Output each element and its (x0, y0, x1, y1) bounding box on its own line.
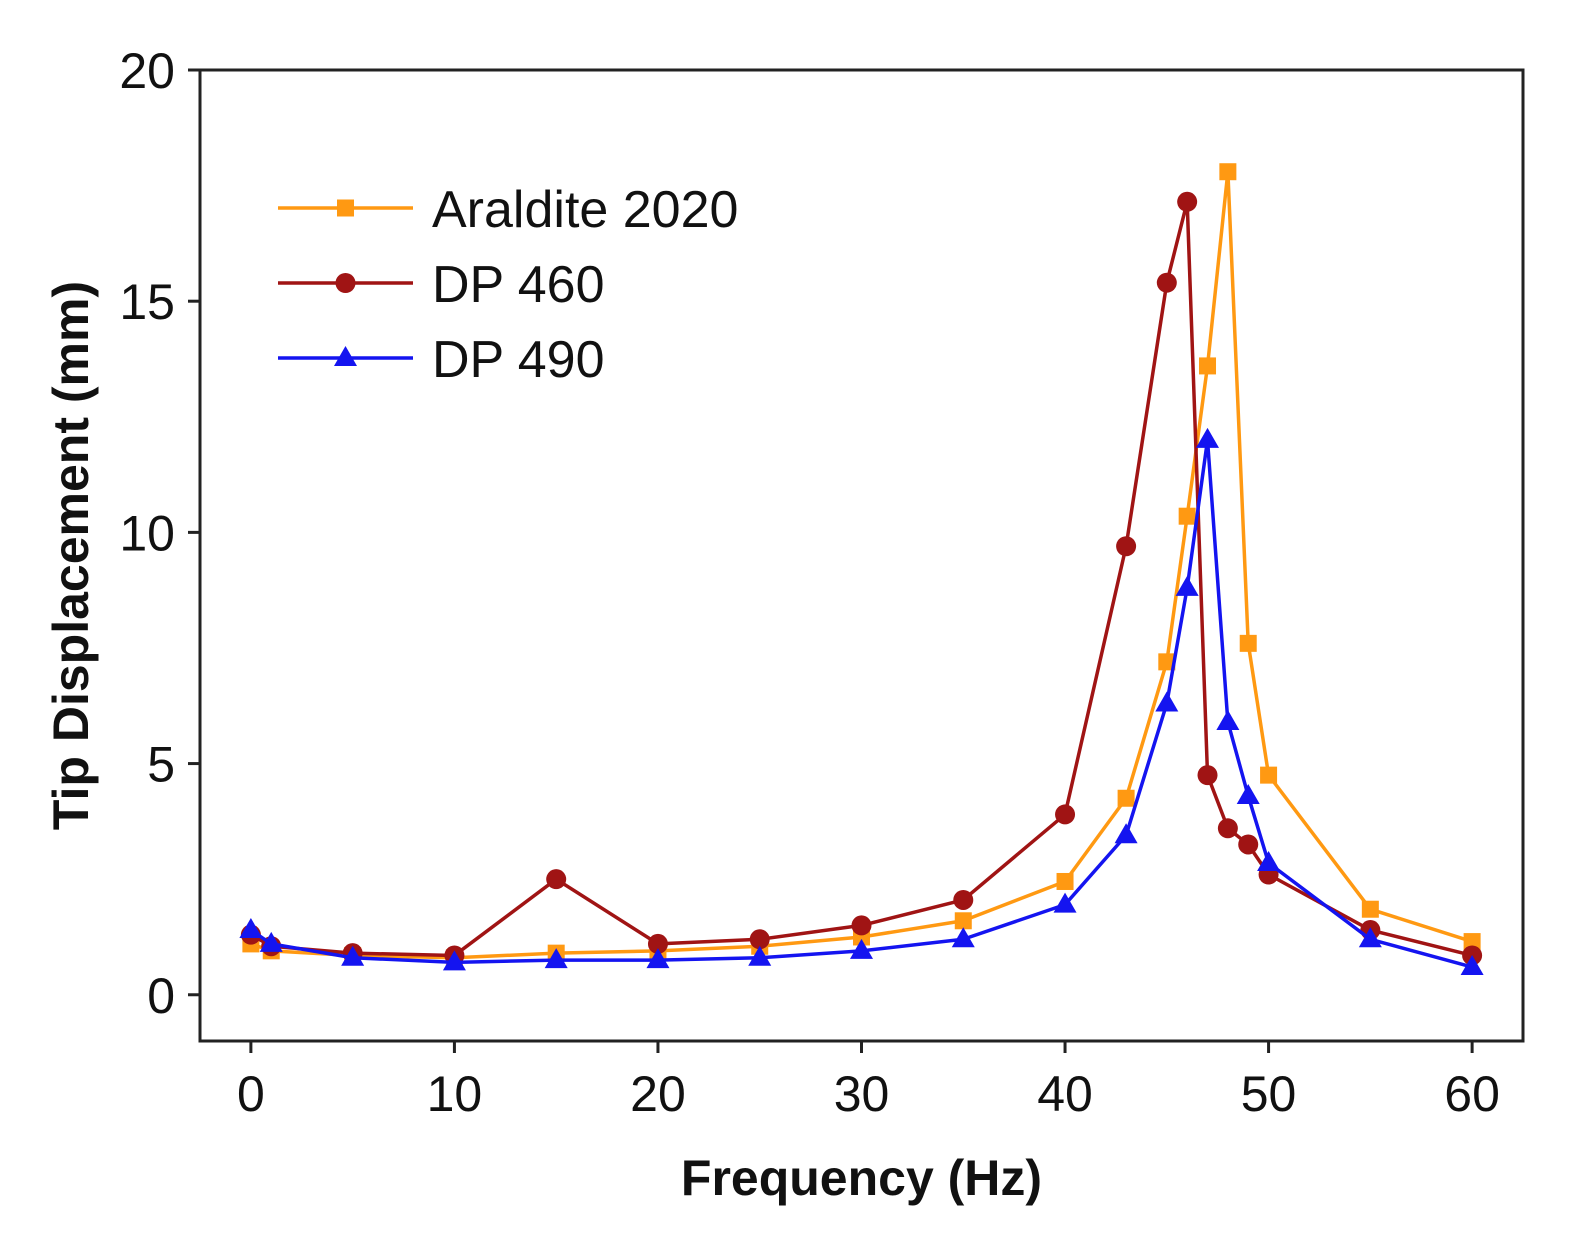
data-point (1155, 691, 1179, 712)
x-tick-label: 20 (630, 1066, 686, 1122)
x-tick-label: 0 (237, 1066, 265, 1122)
legend-item: Araldite 2020 (278, 181, 738, 239)
data-point (1177, 191, 1198, 212)
plot-frame (198, 68, 1525, 1043)
data-point (1158, 653, 1176, 671)
data-point (544, 948, 568, 969)
data-point (1238, 834, 1259, 855)
series-araldite-2020 (242, 163, 1481, 967)
series-dp-460 (240, 191, 1483, 966)
data-point (1117, 789, 1135, 807)
data-point (1361, 900, 1379, 918)
data-point (341, 945, 365, 966)
data-point (239, 918, 263, 939)
y-tick-label: 20 (119, 43, 175, 99)
data-point (1156, 272, 1177, 293)
data-point (748, 945, 772, 966)
data-point (954, 912, 972, 930)
data-point (1056, 872, 1074, 890)
x-tick-label: 60 (1444, 1066, 1500, 1122)
data-point (1236, 783, 1260, 804)
data-point (1114, 823, 1138, 844)
data-point (647, 933, 668, 954)
data-point (1055, 804, 1076, 825)
axis-ticks: 0 10 20 30 40 50 60 0 5 10 15 20 (119, 43, 1500, 1122)
legend: Araldite 2020 DP 460 DP 490 (278, 181, 738, 389)
legend-marker (335, 273, 356, 293)
data-point (546, 869, 567, 890)
y-tick-label: 10 (119, 505, 175, 561)
data-point (1463, 933, 1481, 951)
y-tick-label: 5 (147, 737, 175, 793)
legend-label: DP 490 (432, 331, 605, 389)
data-point (1260, 766, 1278, 784)
data-point (1219, 163, 1237, 181)
legend-item: DP 460 (278, 256, 605, 314)
y-tick-label: 0 (147, 968, 175, 1024)
x-tick-label: 10 (427, 1066, 483, 1122)
data-point (1460, 955, 1484, 976)
y-tick-label: 15 (119, 274, 175, 330)
data-point (1116, 536, 1137, 557)
data-point (1053, 892, 1077, 913)
legend-label: DP 460 (432, 256, 605, 314)
data-point (1175, 575, 1199, 596)
data-point (749, 929, 770, 950)
data-point (953, 889, 974, 910)
y-axis-title: Tip Displacement (mm) (43, 281, 99, 830)
x-tick-label: 40 (1037, 1066, 1093, 1122)
data-point (259, 931, 283, 952)
data-point (1178, 507, 1196, 525)
legend-label: Araldite 2020 (432, 181, 738, 239)
data-point (850, 938, 873, 959)
series-line (250, 200, 1473, 958)
data-point (1239, 634, 1257, 652)
data-point (1216, 709, 1240, 730)
data-point (851, 915, 872, 936)
x-tick-label: 30 (834, 1066, 890, 1122)
data-point (442, 950, 466, 971)
series-dp-490 (239, 427, 1484, 976)
legend-marker (334, 346, 357, 366)
series-layer (239, 163, 1484, 976)
x-axis-title: Frequency (Hz) (681, 1150, 1042, 1206)
data-point (951, 927, 975, 948)
data-point (646, 948, 670, 969)
legend-item: DP 490 (278, 331, 605, 389)
series-line (249, 438, 1473, 969)
data-point (1197, 765, 1218, 786)
data-point (1196, 427, 1220, 448)
legend-marker (337, 199, 354, 217)
data-point (1199, 357, 1217, 375)
data-point (1257, 850, 1281, 871)
x-tick-label: 50 (1241, 1066, 1297, 1122)
data-point (1358, 927, 1382, 948)
data-point (1217, 818, 1238, 839)
